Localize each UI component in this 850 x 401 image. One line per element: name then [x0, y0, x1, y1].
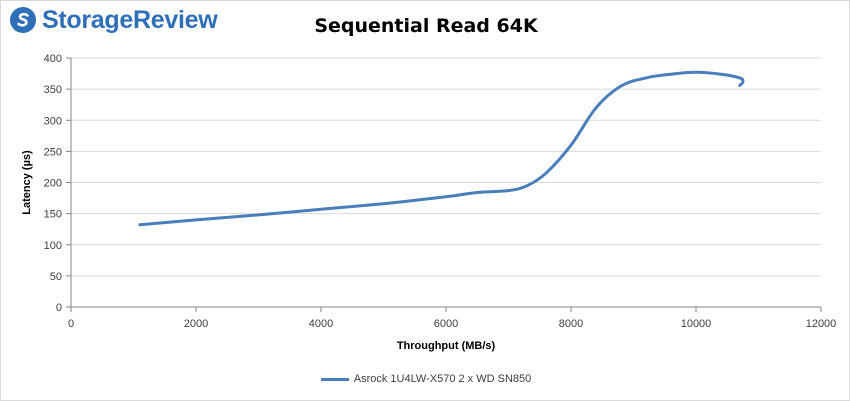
y-axis-title: Latency (µs) — [21, 150, 33, 215]
y-tick-label: 200 — [44, 178, 62, 190]
y-tick-label: 0 — [56, 302, 62, 314]
legend: Asrock 1U4LW-X570 2 x WD SN850 — [1, 373, 850, 385]
x-tick-label: 8000 — [559, 318, 583, 330]
x-tick-label: 0 — [68, 318, 74, 330]
series-line — [138, 70, 745, 227]
legend-label: Asrock 1U4LW-X570 2 x WD SN850 — [353, 373, 532, 385]
y-tick-label: 50 — [50, 271, 62, 283]
x-tick-label: 4000 — [309, 318, 333, 330]
y-tick-label: 250 — [44, 146, 62, 158]
legend-swatch — [320, 377, 349, 381]
y-tick-label: 350 — [44, 84, 62, 96]
x-tick-label: 12000 — [806, 318, 837, 330]
x-tick-label: 6000 — [434, 318, 458, 330]
brand-name: StorageReview — [42, 5, 218, 34]
x-tick-label: 2000 — [184, 318, 208, 330]
chart-title: Sequential Read 64K — [314, 15, 538, 37]
storagereview-logo-icon — [10, 7, 36, 33]
y-tick-label: 150 — [44, 209, 62, 221]
y-tick-label: 300 — [44, 115, 62, 127]
x-tick-label: 10000 — [681, 318, 712, 330]
brand-logo: StorageReview — [8, 5, 218, 35]
y-tick-label: 100 — [44, 240, 62, 252]
y-tick-label: 400 — [44, 53, 62, 65]
x-axis-title: Throughput (MB/s) — [397, 340, 496, 352]
